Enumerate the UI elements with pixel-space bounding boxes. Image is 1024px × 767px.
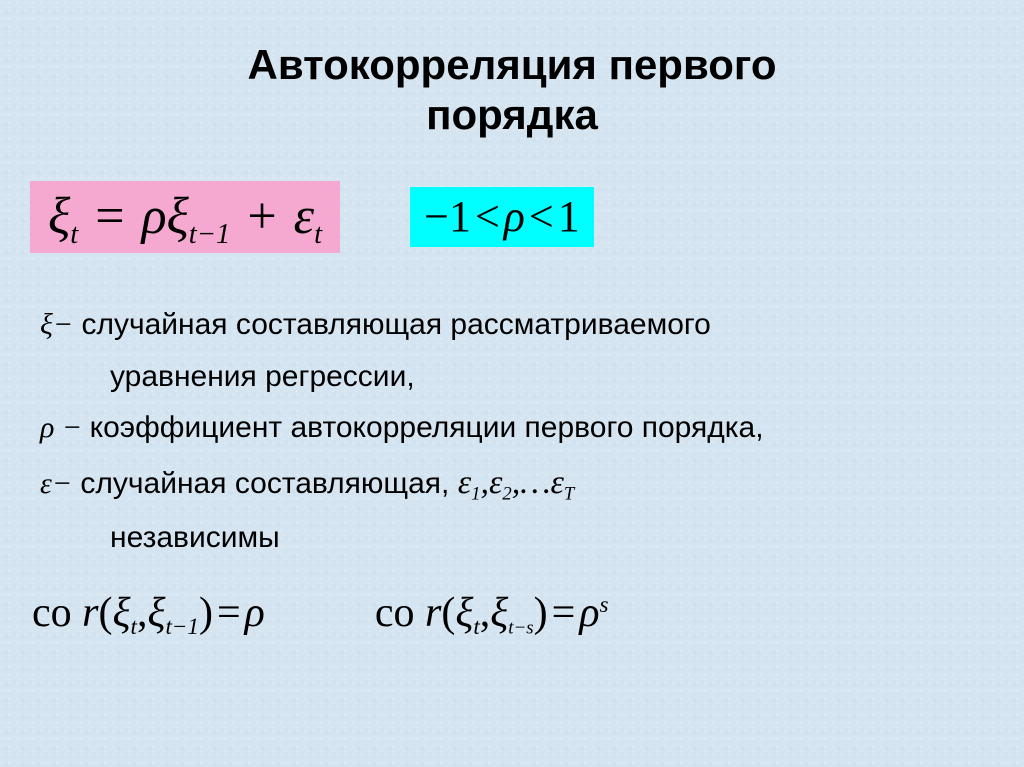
xi-dash: − <box>53 308 73 341</box>
formula-bound: −1<ρ<1 <box>410 187 594 247</box>
def-eps: ε− случайная составляющая, ε1,ε2,…εT <box>40 458 984 508</box>
correlation-row: co r(ξt,ξt−1)=ρ co r(ξt,ξt−s)=ρs <box>32 589 984 640</box>
slide-container: Автокорреляция первого порядка ξt = ρξt−… <box>0 0 1024 767</box>
eps-sequence: ε1,ε2,…εT <box>458 464 575 501</box>
eps-text-2: независимы <box>110 521 280 554</box>
formula-row: ξt = ρξt−1 + εt −1<ρ<1 <box>30 181 984 254</box>
correlation-lag1: co r(ξt,ξt−1)=ρ <box>32 589 265 640</box>
eps-text-1: случайная составляющая, <box>72 467 458 500</box>
rho-symbol: ρ <box>40 411 54 444</box>
eps-dash: − <box>52 467 72 500</box>
correlation-lags: co r(ξt,ξt−s)=ρs <box>375 589 609 640</box>
definitions-block: ξ− случайная составляющая рассматриваемо… <box>40 303 984 559</box>
slide-title: Автокорреляция первого порядка <box>40 40 984 141</box>
def-xi-cont: уравнения регрессии, <box>40 355 984 399</box>
def-xi: ξ− случайная составляющая рассматриваемо… <box>40 303 984 347</box>
def-rho: ρ − коэффициент автокорреляции первого п… <box>40 406 984 450</box>
xi-text-1: случайная составляющая рассматриваемого <box>73 308 711 341</box>
formula-main: ξt = ρξt−1 + εt <box>30 181 340 254</box>
xi-text-2: уравнения регрессии, <box>110 360 415 393</box>
rho-dash: − <box>54 411 89 444</box>
eps-symbol: ε <box>40 467 52 500</box>
xi-symbol: ξ <box>40 308 53 341</box>
title-line-1: Автокорреляция первого <box>248 41 777 88</box>
def-eps-cont: независимы <box>40 516 984 560</box>
title-line-2: порядка <box>426 91 598 138</box>
rho-text: коэффициент автокорреляции первого поряд… <box>90 411 764 444</box>
